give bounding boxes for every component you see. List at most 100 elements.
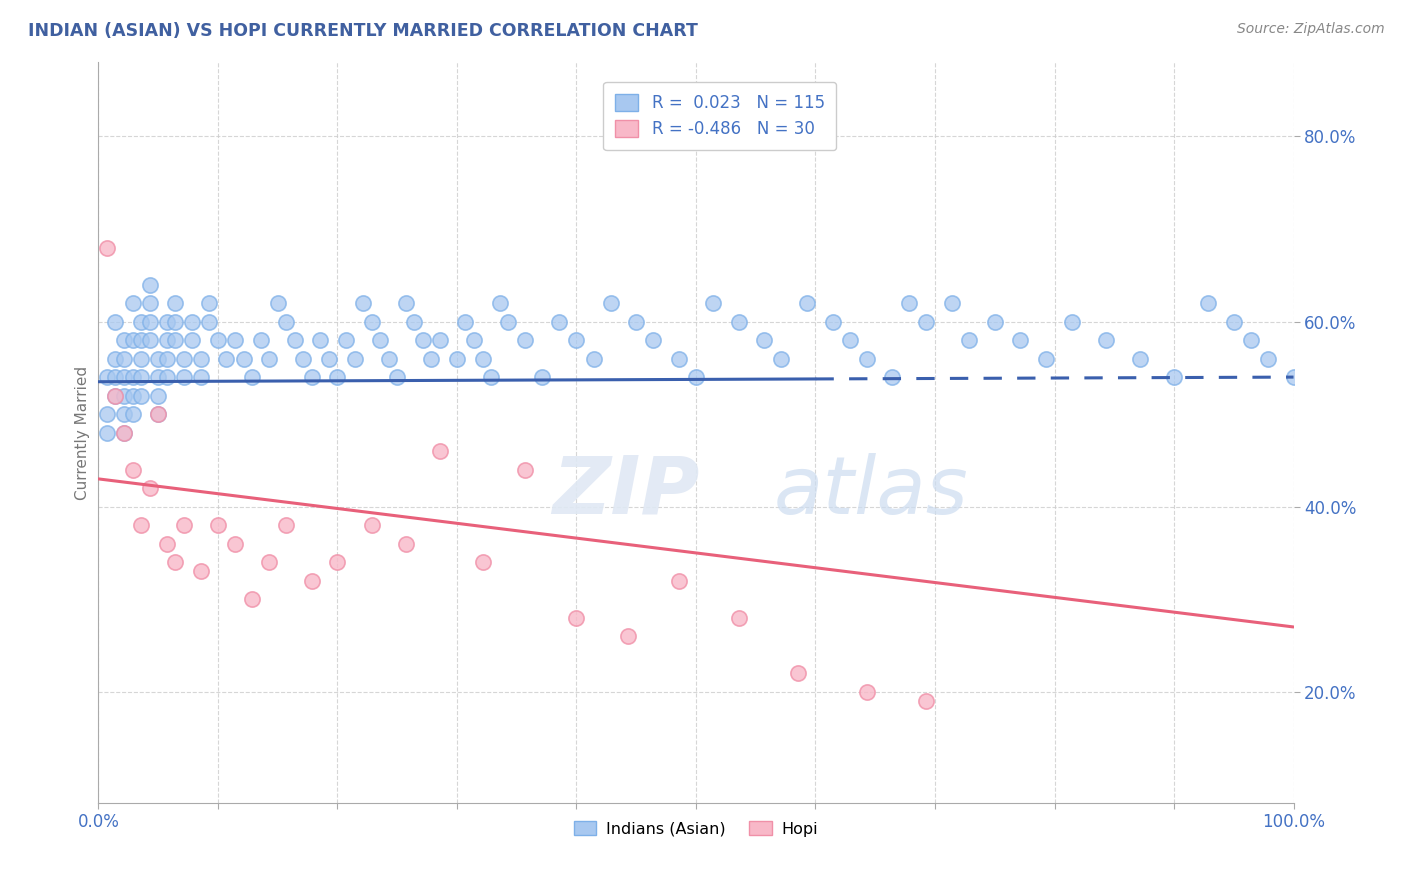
Point xyxy=(224,333,246,347)
Point xyxy=(377,351,399,366)
Point xyxy=(121,296,143,310)
Point xyxy=(1163,370,1185,384)
Point xyxy=(754,333,776,347)
Point xyxy=(488,296,510,310)
Point xyxy=(156,314,179,328)
Point xyxy=(138,314,160,328)
Point xyxy=(385,370,409,384)
Point xyxy=(668,351,690,366)
Point xyxy=(112,351,135,366)
Point xyxy=(276,314,298,328)
Point xyxy=(129,351,152,366)
Point xyxy=(463,333,485,347)
Point xyxy=(181,314,204,328)
Point xyxy=(360,518,382,533)
Point xyxy=(727,611,749,625)
Y-axis label: Currently Married: Currently Married xyxy=(75,366,90,500)
Point xyxy=(984,314,1007,328)
Point xyxy=(496,314,519,328)
Point xyxy=(301,370,323,384)
Point xyxy=(1257,351,1279,366)
Point xyxy=(395,536,418,550)
Text: atlas: atlas xyxy=(773,453,969,531)
Point xyxy=(1197,296,1219,310)
Text: INDIAN (ASIAN) VS HOPI CURRENTLY MARRIED CORRELATION CHART: INDIAN (ASIAN) VS HOPI CURRENTLY MARRIED… xyxy=(28,22,697,40)
Point xyxy=(821,314,844,328)
Point xyxy=(173,518,195,533)
Point xyxy=(198,314,221,328)
Point xyxy=(129,314,152,328)
Point xyxy=(257,351,280,366)
Point xyxy=(1060,314,1083,328)
Point xyxy=(96,370,118,384)
Point xyxy=(515,333,537,347)
Point xyxy=(531,370,554,384)
Point xyxy=(915,694,938,708)
Point xyxy=(198,296,221,310)
Point xyxy=(343,351,366,366)
Point xyxy=(855,685,877,699)
Point xyxy=(190,565,212,579)
Point xyxy=(420,351,443,366)
Point xyxy=(582,351,605,366)
Point xyxy=(240,370,263,384)
Point xyxy=(138,277,160,292)
Point xyxy=(129,333,152,347)
Point xyxy=(515,462,537,476)
Point xyxy=(548,314,571,328)
Point xyxy=(104,389,127,403)
Point xyxy=(404,314,426,328)
Point xyxy=(190,370,212,384)
Point xyxy=(112,425,135,440)
Point xyxy=(796,296,818,310)
Point xyxy=(148,389,170,403)
Point xyxy=(471,555,494,569)
Point xyxy=(301,574,323,588)
Point xyxy=(787,666,810,681)
Text: ZIP: ZIP xyxy=(553,453,700,531)
Point xyxy=(626,314,648,328)
Point xyxy=(129,389,152,403)
Point xyxy=(240,592,263,607)
Point xyxy=(129,370,152,384)
Point xyxy=(668,574,690,588)
Point xyxy=(643,333,665,347)
Point xyxy=(326,555,349,569)
Point xyxy=(292,351,315,366)
Point xyxy=(1129,351,1152,366)
Point xyxy=(616,629,638,643)
Point xyxy=(96,425,118,440)
Point xyxy=(190,351,212,366)
Point xyxy=(368,333,391,347)
Point xyxy=(479,370,502,384)
Point xyxy=(112,370,135,384)
Point xyxy=(454,314,477,328)
Point xyxy=(138,481,160,495)
Point xyxy=(104,314,127,328)
Point xyxy=(727,314,749,328)
Point xyxy=(173,370,195,384)
Point xyxy=(165,333,187,347)
Point xyxy=(685,370,707,384)
Point xyxy=(702,296,724,310)
Point xyxy=(941,296,963,310)
Point xyxy=(471,351,494,366)
Point xyxy=(96,407,118,421)
Point xyxy=(1094,333,1116,347)
Point xyxy=(565,611,588,625)
Point xyxy=(1223,314,1246,328)
Point xyxy=(121,462,143,476)
Point xyxy=(104,351,127,366)
Point xyxy=(224,536,246,550)
Point xyxy=(121,407,143,421)
Point xyxy=(112,389,135,403)
Point xyxy=(112,425,135,440)
Point xyxy=(148,370,170,384)
Point xyxy=(335,333,357,347)
Point xyxy=(446,351,468,366)
Point xyxy=(915,314,938,328)
Point xyxy=(1035,351,1057,366)
Point xyxy=(112,333,135,347)
Point xyxy=(104,370,127,384)
Point xyxy=(318,351,340,366)
